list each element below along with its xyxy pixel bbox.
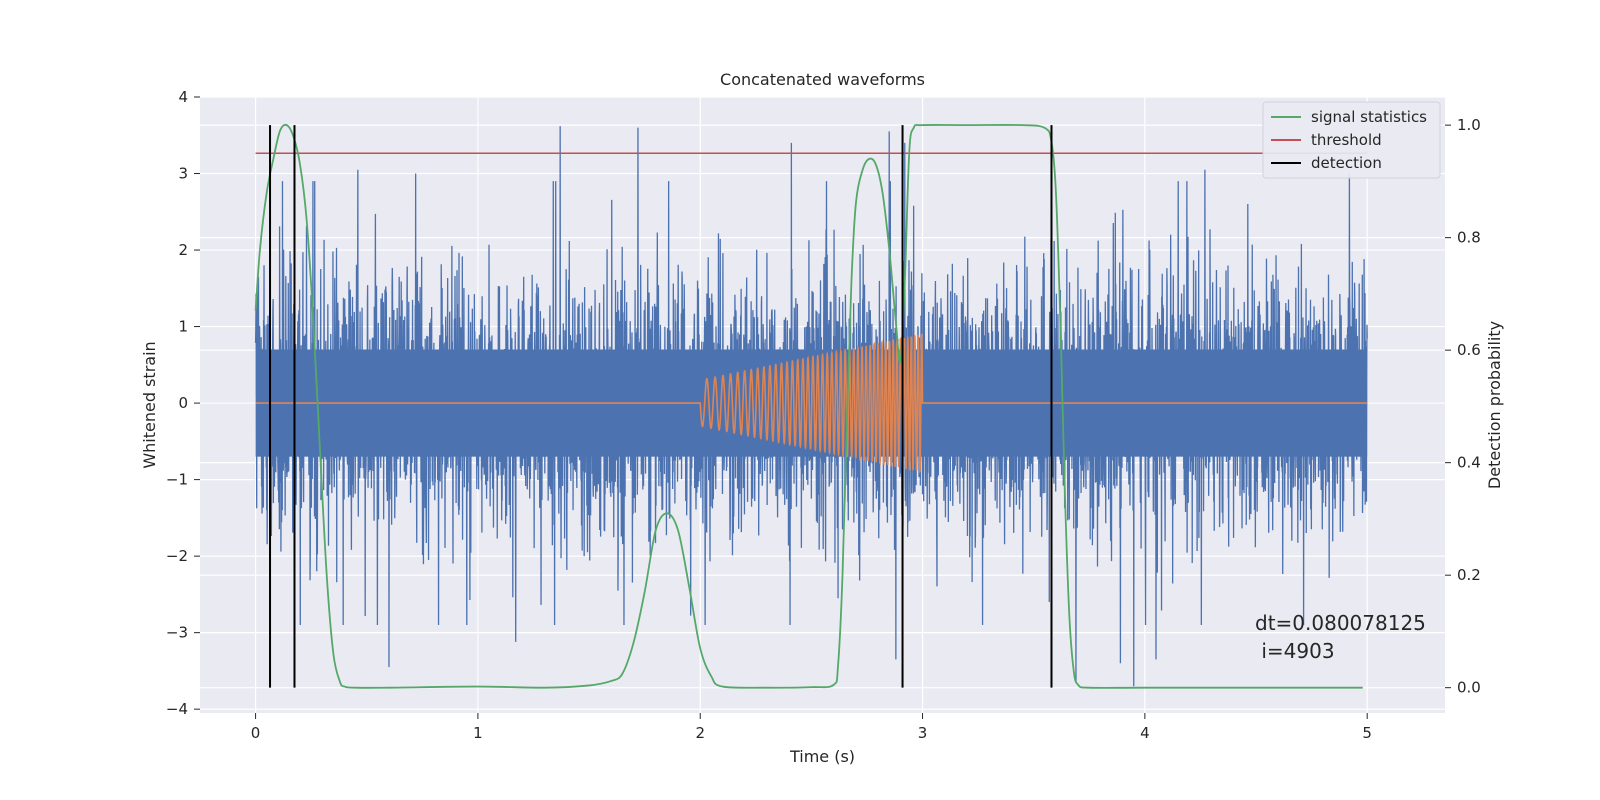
y-tick-label: −3 xyxy=(166,624,188,642)
y-tick-label: 1 xyxy=(178,318,188,336)
x-tick-label: 3 xyxy=(918,724,928,742)
y-tick-label: −1 xyxy=(166,471,188,489)
chart-title: Concatenated waveforms xyxy=(720,70,925,89)
y2-tick-label: 0.0 xyxy=(1457,679,1481,697)
y2-tick-label: 1.0 xyxy=(1457,116,1481,134)
y-tick-label: −2 xyxy=(166,547,188,565)
x-tick-label: 5 xyxy=(1362,724,1372,742)
annotation-dt: dt=0.080078125 xyxy=(1255,611,1426,635)
x-tick-label: 2 xyxy=(695,724,705,742)
y-tick-label: 2 xyxy=(178,241,188,259)
y-tick-label: 4 xyxy=(178,88,188,106)
series-layer xyxy=(254,123,1368,689)
x-tick-label: 0 xyxy=(251,724,261,742)
series-signal-statistics xyxy=(254,123,1363,689)
x-tick-label: 4 xyxy=(1140,724,1150,742)
y2-axis-label: Detection probability xyxy=(1485,321,1504,489)
x-axis-label: Time (s) xyxy=(789,747,855,766)
y-tick-label: 0 xyxy=(178,394,188,412)
y2-tick-label: 0.2 xyxy=(1457,566,1481,584)
series-waveform xyxy=(255,333,1368,474)
y2-tick-label: 0.8 xyxy=(1457,229,1481,247)
legend-box xyxy=(1262,101,1441,179)
y2-tick-label: 0.4 xyxy=(1457,454,1481,472)
annotation-i: i=4903 xyxy=(1255,639,1335,663)
y2-tick-label: 0.6 xyxy=(1457,341,1481,359)
legend-entry-signal-statistics: signal statistics xyxy=(1311,108,1427,126)
ticks-layer: 0 1 2 3 4 5 −4 −3 −2 −1 0 1 2 3 4 0.0 0.2 0.4 0.6 0.8 1.0 xyxy=(166,88,1481,742)
y-axis-label: Whitened strain xyxy=(140,341,159,468)
y-tick-label: −4 xyxy=(166,700,188,718)
legend-entry-threshold: threshold xyxy=(1311,131,1382,149)
legend-entry-detection: detection xyxy=(1311,154,1382,172)
legend: signal statistics threshold detection xyxy=(1262,101,1441,179)
y-tick-label: 3 xyxy=(178,165,188,183)
x-tick-label: 1 xyxy=(473,724,483,742)
